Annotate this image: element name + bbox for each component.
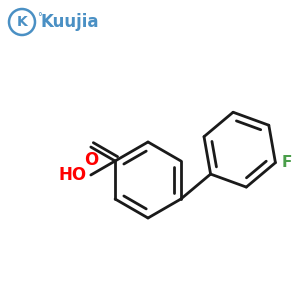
Text: Kuujia: Kuujia [40, 13, 98, 31]
Text: HO: HO [59, 166, 87, 184]
Text: O: O [84, 151, 98, 169]
Text: °: ° [37, 12, 42, 22]
Text: F: F [281, 155, 292, 170]
Text: K: K [16, 15, 27, 29]
